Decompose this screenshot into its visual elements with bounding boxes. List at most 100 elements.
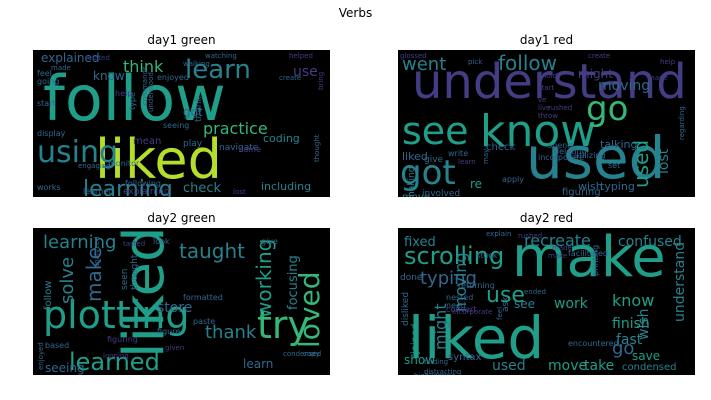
cloud-word: got (183, 105, 203, 119)
cloud-word: move (402, 192, 430, 197)
cloud-word: thought (130, 254, 140, 290)
cloud-word: liked (95, 128, 222, 191)
cloud-word: involved (422, 189, 460, 197)
cloud-word: made (648, 74, 668, 82)
panel-day1-red: day1 red understand used got know see go went f… (398, 33, 695, 197)
cloud-word: start (37, 99, 56, 108)
cloud-word: practice (203, 119, 268, 138)
cloud-word: throw (538, 112, 558, 120)
cloud-word: give (261, 237, 278, 246)
cloud-word: make (512, 228, 666, 290)
cloud-word: stuck (476, 251, 498, 260)
cloud-word: done (400, 273, 423, 283)
cloud-word: taught (179, 239, 245, 263)
cloud-word: figure (157, 327, 180, 336)
cloud-word: learn (458, 158, 476, 166)
cloud-word: apply (502, 175, 524, 184)
cloud-word: incorporate (452, 308, 492, 316)
cloud-word: syntax (448, 352, 482, 363)
cloud-word: understand (672, 242, 688, 322)
cloud-word: printing (591, 245, 600, 276)
cloud-word: making (407, 167, 417, 197)
cloud-word: go (586, 89, 628, 129)
cloud-word: focusing (286, 255, 301, 310)
cloud-word: working (252, 239, 276, 318)
cloud-word: distracting (424, 368, 461, 375)
cloud-word: rushed (548, 104, 572, 112)
panel-title: day1 green (147, 33, 216, 47)
panel-day2-red: day2 red make liked scrolling typing fixed ex… (398, 211, 695, 375)
cloud-word: rushed (518, 232, 542, 240)
cloud-word: seeing (163, 121, 189, 130)
cloud-word: learning (83, 177, 173, 197)
cloud-word: analyzed (93, 236, 101, 268)
cloud-word: look (153, 237, 170, 246)
cloud-word: make (548, 252, 567, 260)
cloud-word: helped (289, 52, 313, 60)
cloud-word: encountered (568, 339, 619, 348)
cloud-word: seen (120, 269, 130, 290)
cloud-word: try (257, 303, 310, 347)
cloud-word: wish (578, 180, 603, 193)
cloud-word: gone (470, 195, 490, 197)
cloud-word: ended (524, 288, 546, 296)
cloud-word: learn (243, 357, 273, 371)
cloud-word: go (612, 338, 634, 359)
cloud-word: need (446, 301, 466, 310)
cloud-word: set (608, 161, 620, 170)
cloud-word: finding (424, 358, 448, 366)
cloud-word: regarding (678, 106, 686, 140)
cloud-word: spend (548, 141, 572, 150)
cloud-word: finish (612, 316, 650, 332)
cloud-word: used (526, 124, 665, 192)
cloud-word: thank (194, 96, 204, 122)
cloud-word: looping (103, 352, 129, 360)
cloud-word: seeing (45, 361, 85, 375)
cloud-word: feel (496, 307, 504, 320)
cloud-word: play (183, 139, 203, 149)
cloud-word: got (400, 153, 456, 193)
cloud-word: mean (133, 136, 161, 147)
cloud-word: used (629, 140, 653, 188)
cloud-word: use (486, 283, 525, 308)
cloud-word: work (554, 296, 589, 312)
cloud-word: lost (233, 188, 246, 196)
cloud-word: explained (41, 51, 100, 65)
cloud-word: including (261, 180, 311, 193)
cloud-word: know (93, 69, 125, 83)
cloud-word: incorporate (538, 153, 584, 162)
cloud-word: hold (542, 72, 557, 80)
cloud-word: feel (37, 69, 52, 78)
cloud-word: understood (147, 72, 155, 112)
cloud-word: bring (317, 72, 325, 90)
cloud-word: talking (600, 138, 638, 151)
cloud-word: glossed (400, 52, 427, 60)
cloud-word: type (128, 92, 137, 110)
cloud-word: understand (412, 54, 687, 110)
cloud-word: made (51, 64, 71, 72)
cloud-word: recreate (524, 231, 591, 250)
cloud-word: might (578, 67, 613, 81)
cloud-word: ask (501, 296, 511, 312)
cloud-word: navigate (219, 143, 259, 153)
cloud-word: check (486, 142, 515, 153)
cloud-word: re (470, 177, 482, 191)
cloud-word: move (548, 358, 587, 374)
cloud-word: figuring (107, 335, 138, 344)
cloud-word: explain (486, 230, 511, 238)
cloud-word: make (82, 247, 106, 302)
cloud-word: works (37, 183, 61, 192)
cloud-word: tasted (123, 240, 145, 248)
cloud-word: using (37, 135, 118, 170)
panel-day1-green: day1 green follow liked using learn learning… (33, 33, 330, 197)
cloud-word: thank (205, 322, 257, 343)
cloud-word: see (402, 109, 469, 153)
cloud-word: wish (636, 308, 652, 340)
cloud-word: save (632, 349, 660, 363)
cloud-word: explaining (123, 187, 170, 197)
word-cloud: liked plotting try learned taught loved learni… (33, 228, 330, 375)
cloud-word: returning (458, 281, 495, 290)
